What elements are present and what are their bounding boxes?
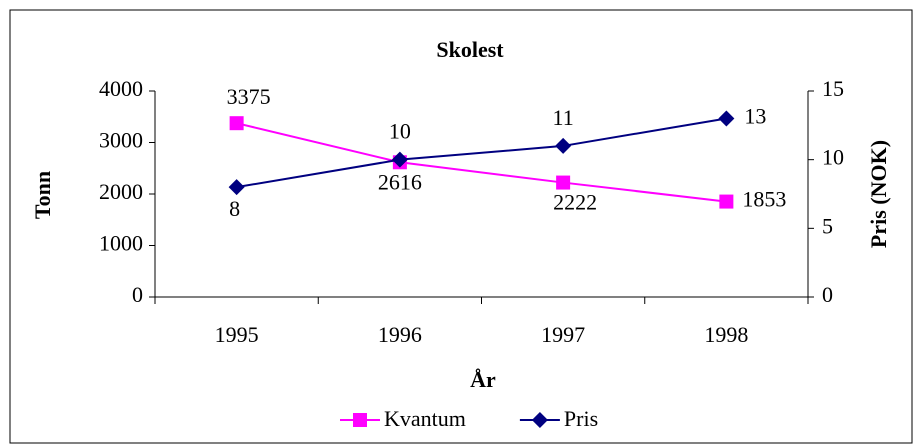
data-point	[718, 110, 735, 127]
data-label: 13	[744, 104, 766, 129]
legend-label: Kvantum	[384, 406, 466, 431]
data-point	[229, 116, 244, 131]
y2-axis-label: Pris (NOK)	[866, 140, 891, 248]
x-axis-label: År	[470, 367, 496, 392]
y2-tick-label: 15	[822, 76, 844, 101]
y2-tick-label: 10	[822, 145, 844, 170]
chart-frame	[9, 9, 913, 444]
series-line	[236, 117, 727, 189]
data-label: 2616	[378, 169, 422, 194]
x-tick-label: 1995	[215, 322, 259, 347]
y-tick-label: 0	[132, 282, 143, 307]
data-point	[555, 137, 572, 154]
data-label: 2222	[553, 190, 597, 215]
y-axis-label: Tonn	[30, 171, 55, 219]
data-point	[228, 179, 245, 196]
x-tick-label: 1997	[541, 322, 585, 347]
legend-marker	[531, 412, 548, 428]
legend-marker	[353, 413, 367, 427]
x-tick-label: 1996	[378, 322, 422, 347]
data-point	[391, 151, 408, 168]
chart-title: Skolest	[436, 37, 504, 62]
y-tick-label: 2000	[99, 179, 143, 204]
data-point	[556, 175, 571, 190]
x-tick-label: 1998	[704, 322, 748, 347]
y2-tick-label: 5	[822, 213, 833, 238]
data-label: 10	[389, 119, 411, 144]
data-label: 11	[553, 105, 574, 130]
data-label: 1853	[742, 187, 786, 212]
data-label: 8	[229, 196, 240, 221]
y-tick-label: 4000	[99, 76, 143, 101]
data-label: 3375	[227, 84, 271, 109]
series-line	[236, 122, 727, 203]
y2-tick-label: 0	[822, 282, 833, 307]
legend-label: Pris	[564, 406, 598, 431]
data-point	[719, 194, 734, 209]
y-tick-label: 1000	[99, 231, 143, 256]
y-tick-label: 3000	[99, 128, 143, 153]
